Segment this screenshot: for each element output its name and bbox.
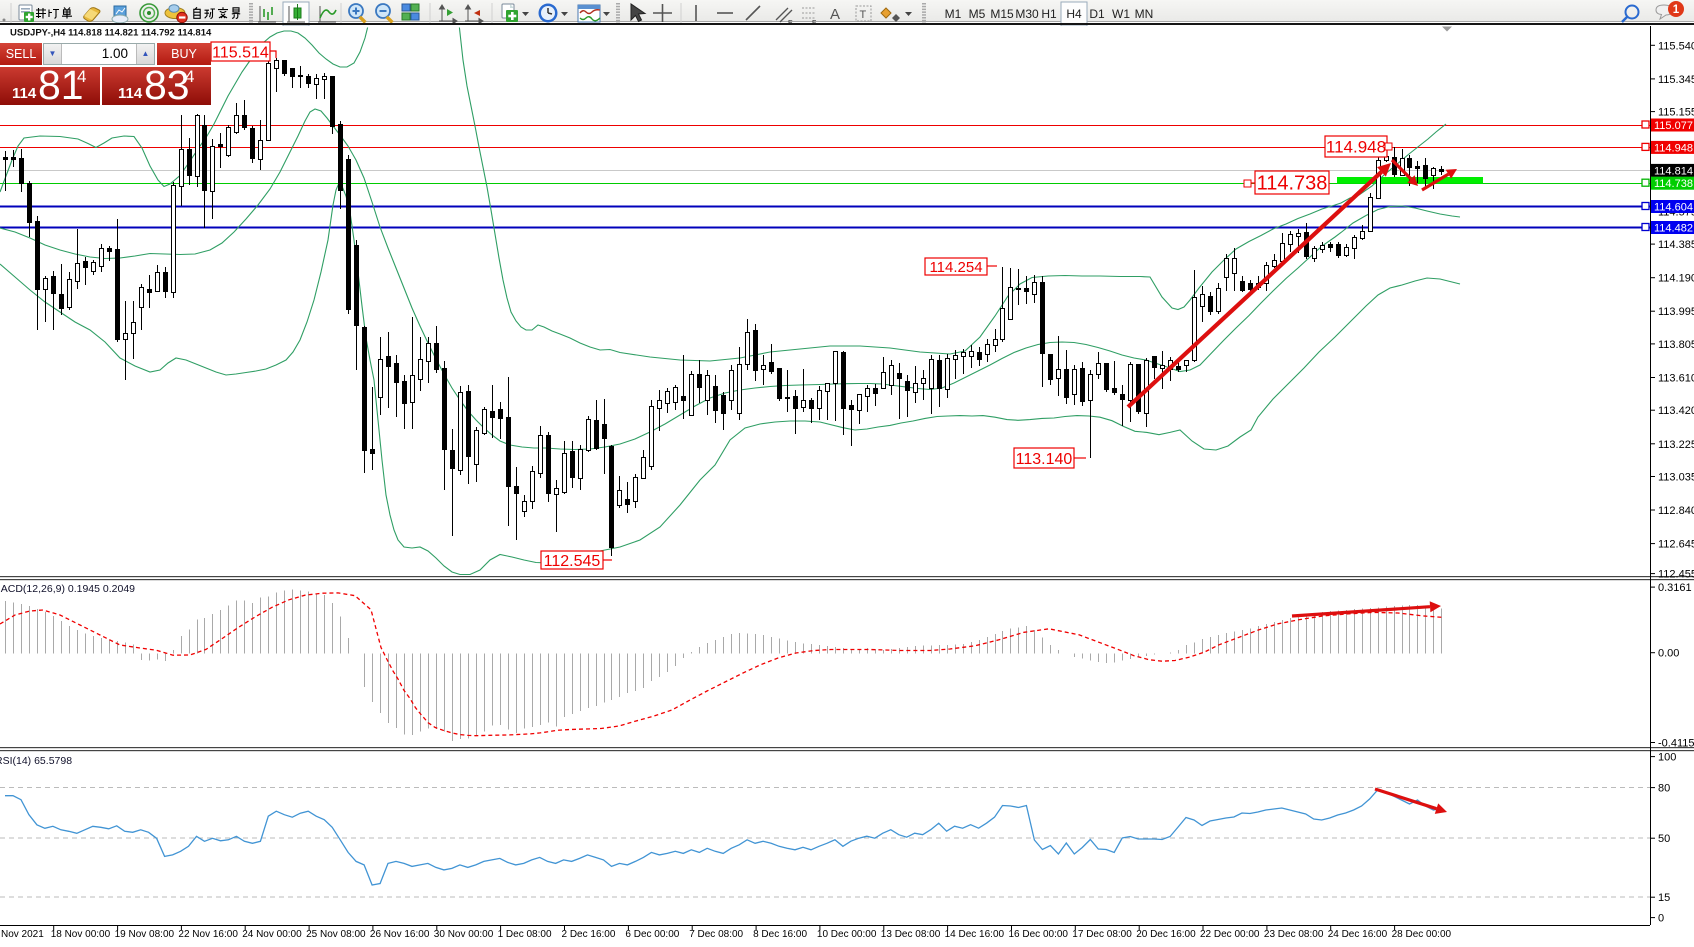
svg-text:112.645: 112.645: [1658, 539, 1694, 551]
svg-text:26 Nov 16:00: 26 Nov 16:00: [370, 929, 430, 940]
svg-text:17 Dec 08:00: 17 Dec 08:00: [1072, 929, 1132, 940]
svg-text:15: 15: [1658, 892, 1670, 904]
svg-text:114.482: 114.482: [1654, 223, 1693, 235]
svg-text:113.035: 113.035: [1658, 472, 1694, 484]
svg-text:100: 100: [1658, 752, 1676, 764]
svg-text:115.345: 115.345: [1658, 74, 1694, 86]
svg-text:2 Dec 16:00: 2 Dec 16:00: [562, 929, 616, 940]
svg-text:30 Nov 00:00: 30 Nov 00:00: [434, 929, 494, 940]
svg-text:USDJPY-,H4 114.818 114.821 11: USDJPY-,H4 114.818 114.821 114.792 114.8…: [10, 28, 212, 39]
svg-text:T: T: [860, 9, 867, 21]
svg-text:114.738: 114.738: [1654, 178, 1693, 190]
svg-text:6 Dec 00:00: 6 Dec 00:00: [625, 929, 679, 940]
svg-text:115.540: 115.540: [1658, 40, 1694, 52]
svg-text:7 Dec 08:00: 7 Dec 08:00: [689, 929, 743, 940]
svg-text:18 Nov 00:00: 18 Nov 00:00: [51, 929, 111, 940]
svg-text:0.00: 0.00: [1658, 648, 1679, 660]
svg-text:50: 50: [1658, 833, 1670, 845]
svg-text:112.840: 112.840: [1658, 505, 1694, 517]
svg-text:14 Dec 16:00: 14 Dec 16:00: [945, 929, 1005, 940]
svg-text:MACD(12,26,9) 0.1945 0.2049: MACD(12,26,9) 0.1945 0.2049: [0, 583, 135, 595]
svg-text:22 Nov 16:00: 22 Nov 16:00: [178, 929, 238, 940]
svg-text:0.3161: 0.3161: [1658, 582, 1692, 594]
svg-text:20 Dec 16:00: 20 Dec 16:00: [1136, 929, 1196, 940]
svg-text:113.420: 113.420: [1658, 405, 1694, 417]
svg-text:28 Dec 00:00: 28 Dec 00:00: [1392, 929, 1452, 940]
svg-text:112.455: 112.455: [1658, 569, 1694, 581]
svg-text:8 Dec 16:00: 8 Dec 16:00: [753, 929, 807, 940]
svg-text:114.254: 114.254: [929, 259, 982, 276]
svg-text:D1: D1: [1089, 7, 1105, 21]
svg-text:113.995: 113.995: [1658, 306, 1694, 318]
svg-text:1: 1: [1673, 4, 1680, 16]
svg-text:M15: M15: [990, 7, 1014, 21]
svg-text:0: 0: [1658, 913, 1664, 925]
svg-text:13 Dec 08:00: 13 Dec 08:00: [881, 929, 941, 940]
svg-text:Nov 2021: Nov 2021: [1, 929, 44, 940]
svg-text:22 Dec 00:00: 22 Dec 00:00: [1200, 929, 1260, 940]
svg-text:H4: H4: [1066, 7, 1082, 21]
svg-text:113.140: 113.140: [1016, 451, 1073, 468]
svg-text:115.077: 115.077: [1654, 120, 1693, 132]
svg-text:112.545: 112.545: [544, 553, 601, 570]
svg-text:RSI(14) 65.5798: RSI(14) 65.5798: [0, 755, 72, 767]
svg-text:23 Dec 08:00: 23 Dec 08:00: [1264, 929, 1324, 940]
svg-text:114.948: 114.948: [1326, 138, 1386, 157]
svg-text:A: A: [830, 6, 840, 23]
svg-text:114.385: 114.385: [1658, 239, 1694, 251]
svg-text:M5: M5: [969, 7, 986, 21]
svg-text:114.604: 114.604: [1654, 202, 1693, 214]
svg-text:19 Nov 08:00: 19 Nov 08:00: [115, 929, 175, 940]
svg-text:M1: M1: [945, 7, 962, 21]
svg-text:-0.4115: -0.4115: [1658, 738, 1694, 750]
svg-text:M30: M30: [1015, 7, 1039, 21]
svg-text:H1: H1: [1041, 7, 1057, 21]
svg-text:113.805: 113.805: [1658, 339, 1694, 351]
svg-text:115.514: 115.514: [212, 44, 269, 61]
svg-text:114.814: 114.814: [1654, 165, 1693, 177]
svg-text:113.225: 113.225: [1658, 439, 1694, 451]
svg-text:16 Dec 00:00: 16 Dec 00:00: [1009, 929, 1069, 940]
svg-text:25 Nov 08:00: 25 Nov 08:00: [306, 929, 366, 940]
svg-text:114.738: 114.738: [1257, 173, 1328, 195]
svg-text:114.948: 114.948: [1654, 142, 1693, 154]
svg-text:115.155: 115.155: [1658, 107, 1694, 119]
svg-text:24 Nov 00:00: 24 Nov 00:00: [242, 929, 302, 940]
svg-text:113.610: 113.610: [1658, 373, 1694, 385]
svg-text:1 Dec 08:00: 1 Dec 08:00: [498, 929, 552, 940]
svg-text:114.190: 114.190: [1658, 273, 1694, 285]
svg-text:W1: W1: [1112, 7, 1130, 21]
svg-text:80: 80: [1658, 783, 1670, 795]
svg-text:10 Dec 00:00: 10 Dec 00:00: [817, 929, 877, 940]
svg-text:MN: MN: [1135, 7, 1154, 21]
svg-text:24 Dec 16:00: 24 Dec 16:00: [1328, 929, 1388, 940]
